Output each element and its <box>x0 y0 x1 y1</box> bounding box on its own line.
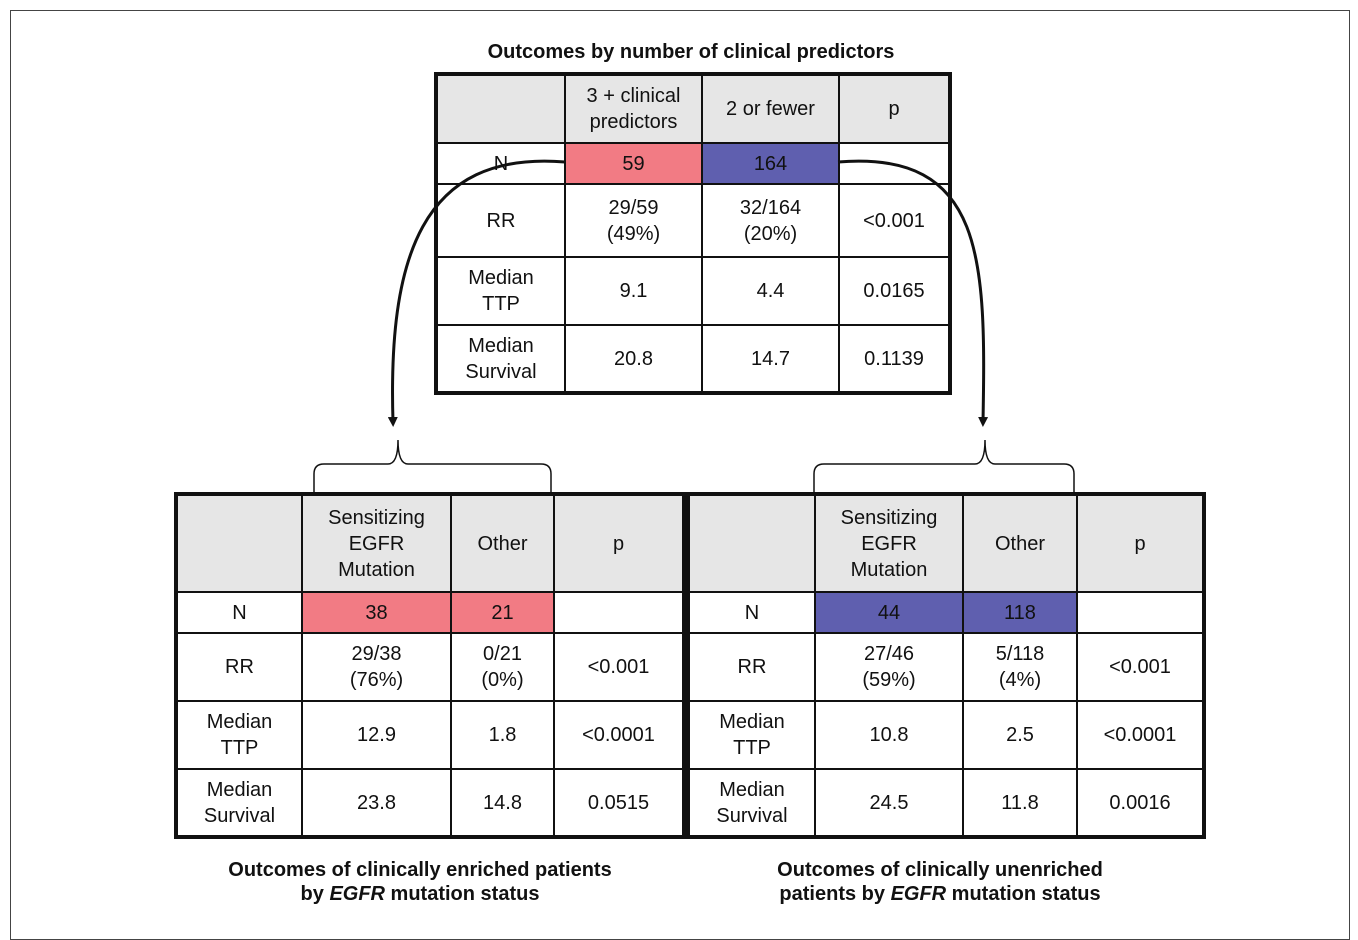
cell-n-sensitizing: 38 <box>301 591 452 634</box>
corner-cell <box>687 493 816 593</box>
cell-value: 12.9 <box>301 700 452 770</box>
cell-p: <0.0001 <box>553 700 685 770</box>
right-brace <box>813 439 1075 494</box>
caption-line: patients by EGFR mutation status <box>680 882 1200 906</box>
column-header-p: p <box>1076 493 1205 593</box>
row-label: RR <box>435 183 566 258</box>
cell-value: 14.7 <box>701 324 840 394</box>
table-row: Median Survival 20.8 14.7 0.1139 <box>435 324 951 394</box>
cell-value: 20.8 <box>564 324 703 394</box>
cell-value: 11.8 <box>962 768 1078 838</box>
corner-cell <box>175 493 303 593</box>
table-row: Median TTP 10.8 2.5 <0.0001 <box>687 700 1205 770</box>
right-table-caption: Outcomes of clinically unenriched patien… <box>680 858 1200 906</box>
cell-p: <0.001 <box>553 632 685 702</box>
left-table-caption: Outcomes of clinically enriched patients… <box>160 858 680 906</box>
cell-p: 0.0165 <box>838 256 951 326</box>
column-header-p: p <box>838 73 951 144</box>
column-header-2orfewer: 2 or fewer <box>701 73 840 144</box>
table-row: Median TTP 12.9 1.8 <0.0001 <box>175 700 685 770</box>
table-row: Median TTP 9.1 4.4 0.0165 <box>435 256 951 326</box>
row-label: Median TTP <box>175 700 303 770</box>
cell-value: 29/59 (49%) <box>564 183 703 258</box>
table-row: RR 29/38 (76%) 0/21 (0%) <0.001 <box>175 632 685 702</box>
cell-n-unenriched: 164 <box>701 142 840 185</box>
cell-value: 4.4 <box>701 256 840 326</box>
cell-value: 9.1 <box>564 256 703 326</box>
cell-p: <0.001 <box>1076 632 1205 702</box>
table-row: Median Survival 23.8 14.8 0.0515 <box>175 768 685 838</box>
row-label: N <box>435 142 566 185</box>
cell-p: <0.0001 <box>1076 700 1205 770</box>
cell-value: 32/164 (20%) <box>701 183 840 258</box>
row-label: N <box>175 591 303 634</box>
row-label: Median Survival <box>435 324 566 394</box>
cell-p: 0.0515 <box>553 768 685 838</box>
cell-n-sensitizing: 44 <box>814 591 964 634</box>
top-table: 3 + clinical predictors 2 or fewer p N 5… <box>434 72 952 395</box>
column-header-p: p <box>553 493 685 593</box>
column-header-other: Other <box>450 493 555 593</box>
header-row: Sensitizing EGFR Mutation Other p <box>175 493 685 593</box>
cell-p: 0.0016 <box>1076 768 1205 838</box>
cell-p: 0.1139 <box>838 324 951 394</box>
caption-gene: EGFR <box>329 883 385 905</box>
row-label: Median TTP <box>687 700 816 770</box>
table-row: N 59 164 <box>435 142 951 185</box>
row-label: Median TTP <box>435 256 566 326</box>
cell-value: 23.8 <box>301 768 452 838</box>
cell-value: 0/21 (0%) <box>450 632 555 702</box>
column-header-other: Other <box>962 493 1078 593</box>
cell-n-other: 21 <box>450 591 555 634</box>
cell-value: 2.5 <box>962 700 1078 770</box>
left-curved-arrow <box>387 159 566 427</box>
cell-p <box>553 591 685 634</box>
cell-value: 27/46 (59%) <box>814 632 964 702</box>
cell-value: 10.8 <box>814 700 964 770</box>
column-header-3plus: 3 + clinical predictors <box>564 73 703 144</box>
caption-text: mutation status <box>946 883 1101 905</box>
corner-cell <box>435 73 566 144</box>
left-table: Sensitizing EGFR Mutation Other p N 38 2… <box>174 492 686 839</box>
cell-value: 1.8 <box>450 700 555 770</box>
caption-line: by EGFR mutation status <box>160 882 680 906</box>
table-row: N 44 118 <box>687 591 1205 634</box>
top-table-title: Outcomes by number of clinical predictor… <box>487 41 895 63</box>
table-row: Median Survival 24.5 11.8 0.0016 <box>687 768 1205 838</box>
caption-text: patients by <box>779 883 891 905</box>
table-row: RR 27/46 (59%) 5/118 (4%) <0.001 <box>687 632 1205 702</box>
row-label: N <box>687 591 816 634</box>
caption-gene: EGFR <box>890 883 947 905</box>
cell-p: <0.001 <box>838 183 951 258</box>
column-header-sensitizing: Sensitizing EGFR Mutation <box>301 493 452 593</box>
cell-value: 24.5 <box>814 768 964 838</box>
column-header-sensitizing: Sensitizing EGFR Mutation <box>814 493 964 593</box>
right-curved-arrow <box>837 159 989 427</box>
caption-line: Outcomes of clinically enriched patients <box>228 859 612 881</box>
row-label: RR <box>175 632 303 702</box>
cell-n-other: 118 <box>962 591 1078 634</box>
caption-line: Outcomes of clinically unenriched <box>777 859 1103 881</box>
cell-value: 14.8 <box>450 768 555 838</box>
row-label: Median Survival <box>687 768 816 838</box>
caption-text: by <box>300 883 330 905</box>
table-row: N 38 21 <box>175 591 685 634</box>
header-row: Sensitizing EGFR Mutation Other p <box>687 493 1205 593</box>
table-row: RR 29/59 (49%) 32/164 (20%) <0.001 <box>435 183 951 258</box>
left-brace <box>313 439 552 494</box>
cell-n-enriched: 59 <box>564 142 703 185</box>
cell-p <box>1076 591 1205 634</box>
right-table: Sensitizing EGFR Mutation Other p N 44 1… <box>686 492 1206 839</box>
header-row: 3 + clinical predictors 2 or fewer p <box>435 73 951 144</box>
row-label: RR <box>687 632 816 702</box>
cell-value: 29/38 (76%) <box>301 632 452 702</box>
row-label: Median Survival <box>175 768 303 838</box>
cell-value: 5/118 (4%) <box>962 632 1078 702</box>
caption-text: mutation status <box>385 883 540 905</box>
